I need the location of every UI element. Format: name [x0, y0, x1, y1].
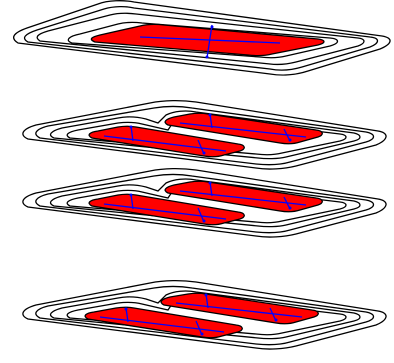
- layer-1-outer-contours: [13, 0, 391, 76]
- axis-major: [175, 302, 303, 318]
- layer-1: [13, 0, 391, 76]
- layer-2: [22, 99, 387, 170]
- axis-node: [129, 193, 133, 197]
- blue-axes-left: [99, 307, 225, 336]
- axis-node: [202, 151, 206, 155]
- contour-2: [35, 105, 375, 166]
- axis-minor: [197, 207, 205, 223]
- red-region-right: [160, 292, 319, 325]
- axis-minor: [195, 320, 203, 336]
- axis-minor: [197, 139, 205, 155]
- contour-2: [35, 173, 375, 234]
- red-region-right: [164, 112, 323, 145]
- axis-node: [274, 318, 278, 322]
- contour-1: [22, 99, 387, 170]
- contour-3: [36, 12, 365, 66]
- axis-node: [205, 55, 209, 59]
- axis-node: [202, 219, 206, 223]
- layer-4-outer-contours: [22, 279, 387, 350]
- layer-3: [22, 167, 387, 238]
- blue-axes-left: [103, 125, 227, 155]
- contour-4: [67, 21, 339, 59]
- contour-3: [49, 290, 361, 340]
- contour-2: [35, 285, 375, 346]
- axis-node: [124, 307, 128, 311]
- axis-node: [208, 113, 212, 117]
- axis-node: [210, 25, 214, 29]
- axis-node: [200, 332, 204, 336]
- axis-major: [103, 203, 227, 220]
- blue-axes-right: [179, 113, 307, 142]
- red-region-right: [164, 180, 323, 213]
- axis-node: [129, 125, 133, 129]
- axis-node: [208, 181, 212, 185]
- axis-node: [288, 138, 292, 142]
- axis-major: [179, 122, 307, 138]
- blue-axes-left: [103, 193, 227, 223]
- layer-4: [22, 279, 387, 350]
- contour-1: [13, 0, 391, 76]
- axis-node: [288, 206, 292, 210]
- blue-axes-right: [175, 293, 303, 322]
- axis-major: [179, 190, 307, 206]
- contour-1: [22, 167, 387, 238]
- axis-node: [204, 293, 208, 297]
- axis-minor: [206, 24, 213, 59]
- axis-minor: [269, 307, 277, 322]
- layer-3-outer-contours: [22, 167, 387, 238]
- contour-1: [22, 279, 387, 350]
- blue-axes: [139, 24, 281, 59]
- contour-3: [49, 110, 361, 160]
- contour-3: [49, 178, 361, 228]
- axis-major: [103, 135, 227, 152]
- axis-major: [99, 316, 225, 333]
- blue-axes-right: [179, 181, 307, 210]
- axis-minor: [130, 193, 134, 210]
- layer-2-outer-contours: [22, 99, 387, 170]
- contour-2: [23, 5, 379, 71]
- axis-minor: [130, 125, 134, 142]
